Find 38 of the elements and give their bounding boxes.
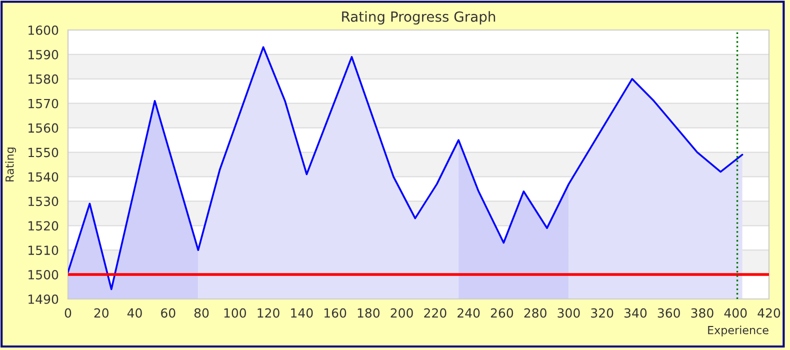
x-tick-label: 240 bbox=[458, 308, 480, 318]
x-tick-label: 420 bbox=[758, 308, 780, 318]
x-tick-label: 280 bbox=[524, 308, 546, 318]
x-tick-label: 360 bbox=[658, 308, 680, 318]
y-tick-label: 1570 bbox=[28, 98, 58, 108]
x-tick-label: 220 bbox=[424, 308, 446, 318]
x-tick-label: 320 bbox=[591, 308, 614, 318]
x-axis-title: Experience bbox=[708, 326, 768, 336]
x-tick-label: 200 bbox=[390, 308, 413, 318]
y-tick-label: 1540 bbox=[28, 172, 58, 182]
y-tick-label: 1550 bbox=[28, 148, 58, 158]
y-tick-label: 1500 bbox=[28, 270, 58, 280]
y-tick-label: 1520 bbox=[28, 221, 58, 231]
x-tick-label: 180 bbox=[358, 308, 380, 318]
x-tick-label: 260 bbox=[490, 308, 514, 318]
y-tick-label: 1530 bbox=[28, 196, 58, 206]
x-tick-label: 20 bbox=[94, 308, 109, 318]
y-axis-title: Rating bbox=[5, 148, 16, 182]
x-tick-label: 120 bbox=[258, 308, 280, 318]
y-tick-label: 1490 bbox=[28, 294, 58, 304]
y-tick-label: 1510 bbox=[28, 246, 58, 256]
chart-title: Rating Progress Graph bbox=[342, 11, 496, 25]
x-tick-label: 0 bbox=[64, 308, 72, 318]
x-tick-label: 400 bbox=[724, 308, 747, 318]
x-tick-label: 100 bbox=[224, 308, 246, 318]
x-tick-label: 300 bbox=[558, 308, 580, 318]
x-tick-label: 380 bbox=[691, 308, 714, 318]
x-tick-label: 80 bbox=[194, 308, 209, 318]
y-tick-label: 1600 bbox=[28, 25, 58, 35]
line-series bbox=[68, 46, 744, 290]
x-tick-label: 160 bbox=[324, 308, 346, 318]
x-tick-label: 60 bbox=[161, 308, 176, 318]
x-tick-label: 340 bbox=[624, 308, 647, 318]
x-tick-label: 40 bbox=[127, 308, 142, 318]
y-tick-label: 1590 bbox=[28, 50, 58, 60]
y-tick-label: 1560 bbox=[28, 123, 58, 133]
y-tick-label: 1580 bbox=[28, 74, 58, 84]
x-tick-label: 140 bbox=[291, 308, 313, 318]
